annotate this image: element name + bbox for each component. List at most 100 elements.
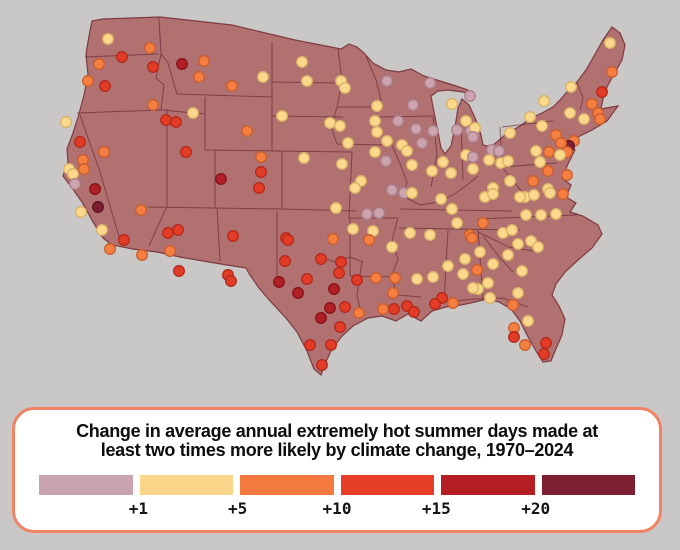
station-dot — [536, 120, 548, 132]
station-dot — [347, 223, 359, 235]
station-dot — [325, 339, 337, 351]
station-dot — [377, 303, 389, 315]
station-dot — [429, 298, 441, 310]
station-dot — [102, 33, 114, 45]
legend-swatch — [39, 474, 133, 495]
station-dot — [279, 255, 291, 267]
station-dot — [502, 249, 514, 261]
station-dot — [411, 273, 423, 285]
legend-tick-label: +1 — [128, 498, 148, 518]
station-dot — [416, 137, 428, 149]
station-dot — [477, 217, 489, 229]
station-dot — [534, 156, 546, 168]
station-dot — [446, 98, 458, 110]
station-dot — [538, 348, 550, 360]
station-dot — [447, 297, 459, 309]
station-dot — [474, 246, 486, 258]
station-dot — [292, 287, 304, 299]
station-dot — [527, 175, 539, 187]
legend-scale: +1 +5 +10 +15 +20 — [39, 474, 635, 521]
station-dot — [467, 163, 479, 175]
station-dot — [118, 234, 130, 246]
station-dot — [435, 193, 447, 205]
station-dot — [407, 99, 419, 111]
station-dot — [116, 51, 128, 63]
station-dot — [483, 154, 495, 166]
station-dot — [99, 80, 111, 92]
station-dot — [67, 168, 79, 180]
station-dot — [255, 166, 267, 178]
us-dot-map — [60, 16, 626, 377]
station-dot — [380, 155, 392, 167]
station-dot — [147, 99, 159, 111]
station-dot — [596, 86, 608, 98]
station-dot — [594, 113, 606, 125]
station-dot — [144, 42, 156, 54]
station-dot — [74, 136, 86, 148]
legend-swatch — [139, 474, 233, 495]
station-dot — [253, 182, 265, 194]
station-dot — [324, 302, 336, 314]
station-dot — [89, 183, 101, 195]
station-dot — [193, 71, 205, 83]
station-dot — [324, 117, 336, 129]
station-dot — [487, 258, 499, 270]
station-dot — [543, 146, 555, 158]
station-dot — [471, 264, 483, 276]
station-dot — [406, 187, 418, 199]
station-dot — [386, 184, 398, 196]
station-dot — [386, 241, 398, 253]
station-dot — [276, 110, 288, 122]
station-dot — [255, 151, 267, 163]
station-dot — [93, 58, 105, 70]
station-dot — [445, 167, 457, 179]
station-dot — [381, 135, 393, 147]
station-dot — [507, 299, 519, 311]
station-dot — [316, 359, 328, 371]
station-dot — [506, 224, 518, 236]
legend-tick-row: +1 +5 +10 +15 +20 — [39, 499, 635, 521]
legend-swatch — [441, 474, 535, 495]
station-dot — [315, 312, 327, 324]
station-dot — [514, 191, 526, 203]
station-dot — [424, 229, 436, 241]
station-dot — [104, 243, 116, 255]
station-dot — [424, 77, 436, 89]
station-dot — [353, 307, 365, 319]
station-dot — [524, 111, 536, 123]
station-dot — [363, 234, 375, 246]
station-dot — [427, 271, 439, 283]
station-dot — [381, 75, 393, 87]
station-dot — [555, 137, 567, 149]
station-dot — [504, 175, 516, 187]
station-dot — [339, 82, 351, 94]
station-dot — [227, 230, 239, 242]
station-dot — [388, 303, 400, 315]
station-dot — [459, 253, 471, 265]
station-dot — [482, 277, 494, 289]
station-dot — [550, 208, 562, 220]
station-dot — [135, 204, 147, 216]
station-dot — [528, 189, 540, 201]
station-dot — [334, 321, 346, 333]
station-dot — [516, 265, 528, 277]
station-dot — [508, 331, 520, 343]
station-dot — [606, 66, 618, 78]
station-dot — [225, 275, 237, 287]
station-dot — [401, 145, 413, 157]
station-dot — [361, 208, 373, 220]
station-dots-layer — [60, 33, 618, 371]
station-dot — [530, 145, 542, 157]
station-dot — [336, 158, 348, 170]
station-dot — [512, 287, 524, 299]
station-dot — [387, 287, 399, 299]
station-dot — [373, 207, 385, 219]
legend-title: Change in average annual extremely hot s… — [15, 421, 659, 461]
station-dot — [282, 234, 294, 246]
station-dot — [334, 120, 346, 132]
station-dot — [96, 224, 108, 236]
station-dot — [176, 58, 188, 70]
station-dot — [565, 81, 577, 93]
legend-tick-label: +20 — [521, 498, 551, 518]
